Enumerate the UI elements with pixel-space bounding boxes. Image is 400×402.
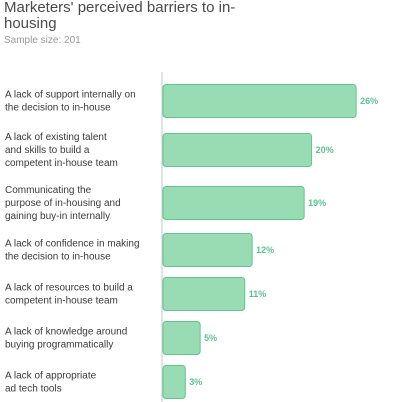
category-label-line: purpose of in-housing and (5, 198, 121, 209)
bar-1 (162, 84, 357, 118)
category-label-7: A lack of appropriate ad tech tools (5, 371, 97, 395)
category-label-line: the decision to in-house (5, 252, 111, 263)
category-label-line: A lack of knowledge around (5, 327, 127, 338)
category-label-line: A lack of appropriate (5, 371, 97, 382)
category-label-4: A lack of confidence in making the decisi… (5, 239, 140, 263)
category-label-line: and skills to build a (5, 145, 90, 156)
value-label-1: 26% (360, 96, 378, 106)
category-label-line: the decision to in-house (5, 103, 111, 114)
value-label-4: 12% (256, 245, 274, 255)
category-label-line: A lack of existing talent (5, 132, 107, 143)
bar-3 (162, 186, 305, 220)
bar-5 (162, 277, 246, 311)
chart-title: Marketers' perceived barriers to in-hous… (4, 0, 236, 32)
category-label-line: ad tech tools (5, 384, 62, 395)
value-label-3: 19% (308, 198, 326, 208)
bars-layer: 26% A lack of support internally on the de… (5, 84, 378, 399)
category-label-line: competent in-house team (5, 158, 118, 169)
sample-size: Sample size: 201 (4, 35, 81, 46)
value-label-2: 20% (316, 145, 334, 155)
value-label-5: 11% (249, 289, 267, 299)
bar-2 (162, 133, 313, 167)
category-label-5: A lack of resources to build a competent … (5, 283, 133, 307)
value-label-6: 5% (204, 333, 217, 343)
bar-7 (162, 365, 186, 399)
bar-4 (162, 233, 253, 267)
category-label-line: A lack of resources to build a (5, 283, 133, 294)
category-label-line: Communicating the (5, 185, 92, 196)
category-label-line: A lack of support internally on (5, 90, 136, 101)
category-label-line: gaining buy-in internally (5, 211, 110, 222)
category-label-6: A lack of knowledge around buying program… (5, 327, 127, 351)
category-label-2: A lack of existing talent and skills to b… (5, 132, 118, 169)
category-label-line: competent in-house team (5, 296, 118, 307)
category-label-1: A lack of support internally on the decis… (5, 90, 136, 114)
category-label-line: buying programmatically (5, 340, 113, 351)
value-label-7: 3% (189, 377, 202, 387)
bar-6 (162, 321, 201, 355)
category-label-3: Communicating the purpose of in-housing a… (5, 185, 121, 222)
category-label-line: A lack of confidence in making (5, 239, 140, 250)
